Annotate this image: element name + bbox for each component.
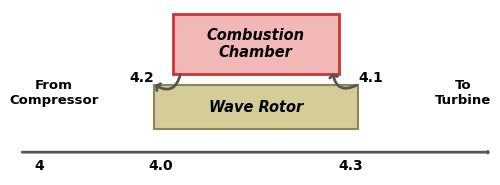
Text: 4.2: 4.2 xyxy=(129,71,154,85)
Text: 4.1: 4.1 xyxy=(358,71,382,85)
Text: Combustion
Chamber: Combustion Chamber xyxy=(207,28,305,60)
FancyBboxPatch shape xyxy=(154,85,358,129)
FancyBboxPatch shape xyxy=(173,14,338,74)
Text: From
Compressor: From Compressor xyxy=(9,78,99,107)
Text: 4: 4 xyxy=(34,159,44,173)
Text: 4.0: 4.0 xyxy=(148,159,173,173)
Text: 4.3: 4.3 xyxy=(338,159,363,173)
Text: To
Turbine: To Turbine xyxy=(434,78,491,107)
Text: Wave Rotor: Wave Rotor xyxy=(208,100,303,115)
